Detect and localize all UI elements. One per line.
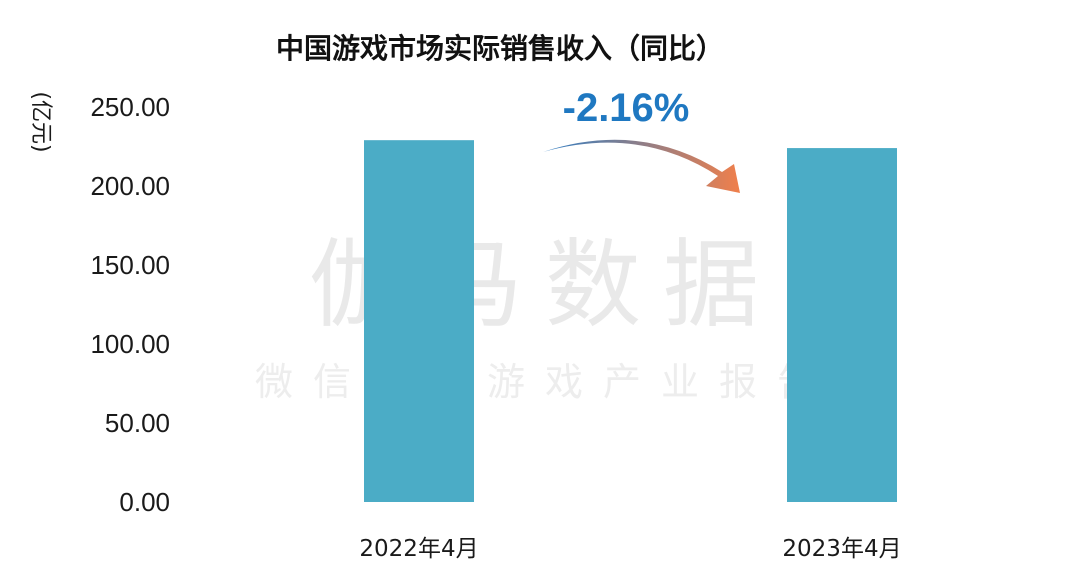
y-tick-label: 250.00 xyxy=(90,92,170,122)
bar xyxy=(787,148,897,502)
x-category-label: 2022年4月 xyxy=(359,536,478,562)
x-category-label: 2023年4月 xyxy=(782,536,901,562)
bars xyxy=(364,140,897,502)
watermark-sub: 微信号：游戏产业报告 xyxy=(255,360,835,404)
chart-title: 中国游戏市场实际销售收入（同比） xyxy=(276,32,724,65)
bar xyxy=(364,140,474,502)
change-percent-label: -2.16% xyxy=(563,86,690,130)
y-tick-label: 150.00 xyxy=(90,250,170,280)
y-axis-ticks: 0.00 50.00 100.00 150.00 200.00 250.00 xyxy=(90,92,170,517)
change-arrow xyxy=(543,139,740,193)
y-tick-label: 50.00 xyxy=(105,408,170,438)
y-tick-label: 0.00 xyxy=(119,487,170,517)
y-axis-unit: (亿元) xyxy=(28,91,53,152)
x-axis-labels: 2022年4月 2023年4月 xyxy=(359,536,901,562)
y-tick-label: 100.00 xyxy=(90,329,170,359)
y-tick-label: 200.00 xyxy=(90,171,170,201)
